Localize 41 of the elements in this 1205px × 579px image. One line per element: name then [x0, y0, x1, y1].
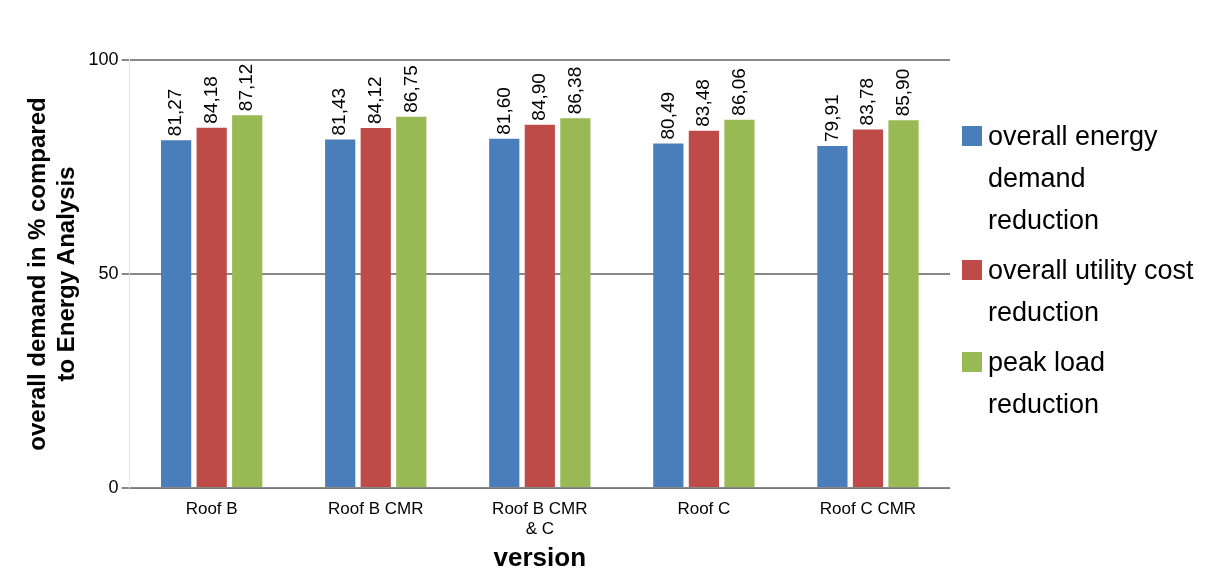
bar — [524, 124, 555, 487]
y-tick-label: 50 — [98, 262, 119, 283]
data-label: 83,48 — [692, 79, 714, 127]
x-tick-label: Roof C CMR — [819, 498, 917, 518]
x-tick-label: Roof B CMR & C — [492, 498, 588, 539]
x-tick-label: Roof C — [677, 498, 731, 518]
y-tick-label: 100 — [88, 48, 119, 69]
data-label: 85,90 — [891, 68, 913, 117]
bar — [489, 138, 520, 487]
x-axis-title: version — [493, 541, 587, 572]
bar — [888, 120, 919, 487]
bar — [817, 145, 848, 487]
bar — [232, 115, 263, 487]
data-label: 80,49 — [656, 91, 678, 140]
data-label: 81,60 — [492, 87, 514, 135]
data-label: 87,12 — [235, 63, 257, 112]
legend-label: peak load reduction — [988, 346, 1107, 421]
bar — [560, 118, 591, 487]
data-label: 84,12 — [363, 76, 385, 124]
bar — [852, 129, 884, 487]
y-axis-title: overall demand in % compared to Energy Analysis — [23, 97, 79, 451]
x-tick-label: Roof B — [185, 498, 238, 518]
data-label: 81,27 — [164, 88, 186, 137]
data-label: 84,18 — [199, 76, 221, 124]
data-label: 79,91 — [820, 94, 842, 142]
bar — [724, 119, 755, 487]
bar — [196, 127, 227, 487]
data-label: 84,90 — [528, 73, 550, 121]
y-tick-label: 0 — [108, 476, 119, 497]
data-label: 86,38 — [563, 66, 585, 115]
bar — [360, 127, 391, 487]
data-label: 83,78 — [856, 77, 878, 126]
bar — [396, 116, 427, 487]
bar — [161, 140, 192, 487]
bar — [325, 139, 356, 487]
data-label: 81,43 — [328, 87, 350, 136]
bar — [688, 130, 719, 487]
bar — [653, 143, 684, 487]
x-tick-label: Roof B CMR — [328, 498, 424, 518]
data-label: 86,06 — [727, 68, 749, 116]
data-label: 86,75 — [399, 65, 421, 113]
